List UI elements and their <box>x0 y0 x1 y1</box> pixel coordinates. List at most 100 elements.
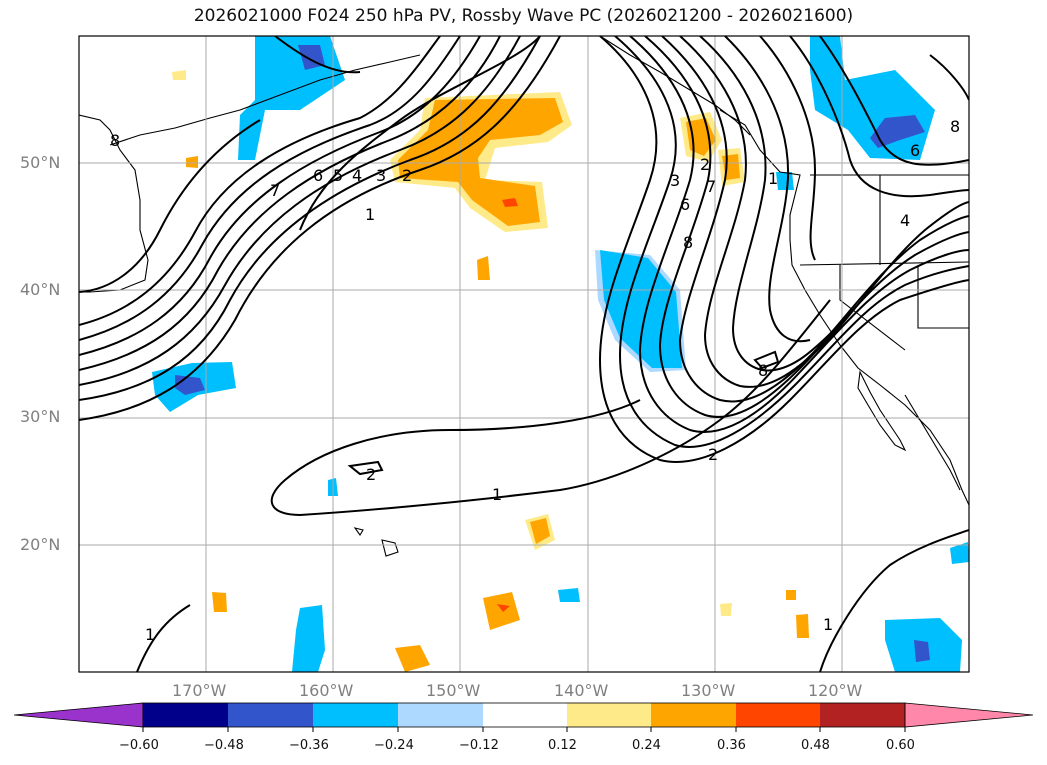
colorbar-tick-label: 0.36 <box>717 738 746 753</box>
contour-wide-trough-1 <box>79 36 561 421</box>
contour-ridge-5 <box>661 36 969 403</box>
us-border <box>799 261 969 266</box>
positive-anomaly-small-1 <box>477 256 490 280</box>
contour-closed-2 <box>347 460 384 476</box>
graticule <box>79 36 969 672</box>
contour-ridge-9 <box>759 36 817 261</box>
negative-anomaly-offshore-core <box>600 250 682 368</box>
colorbar-tick-label: 0.24 <box>632 738 661 753</box>
contour-1-low <box>270 299 831 517</box>
contour-wide-trough-7 <box>79 36 441 326</box>
colorbar-tick-label: 0.60 <box>886 738 915 753</box>
lon-label-150w: 150°W <box>426 681 481 700</box>
colorbar-tick-label: −0.60 <box>119 738 159 753</box>
colorbar-bin <box>483 703 567 727</box>
lon-label-160w: 160°W <box>299 681 354 700</box>
colorbar <box>13 702 1034 732</box>
colorbar-bin <box>820 703 905 727</box>
positive-anomaly-small-10 <box>720 603 732 616</box>
lat-label-50n: 50°N <box>20 153 61 172</box>
colorbar-tick-label: −0.24 <box>374 738 414 753</box>
contour-wide-trough-8 <box>79 119 261 293</box>
contour-label: 8 <box>110 131 120 150</box>
positive-anomaly-small-3 <box>483 592 520 630</box>
contour-ridge-7 <box>699 36 837 372</box>
contour-label: 4 <box>352 166 362 185</box>
contour-closed-1 <box>753 350 780 370</box>
alaska-coast <box>599 36 751 136</box>
colorbar-bin <box>736 703 820 727</box>
state-line-2 <box>917 265 969 329</box>
positive-anomaly-small-2-core <box>530 518 550 544</box>
contour-ne-top <box>929 54 969 101</box>
positive-anomaly-small-5 <box>212 592 227 612</box>
colorbar-extend-left <box>13 702 144 728</box>
contour-label: 6 <box>313 166 323 185</box>
colorbar-bin <box>398 703 483 727</box>
hawaii-2 <box>353 527 364 537</box>
contour-1-subtropical <box>299 36 541 231</box>
colorbar-extend-right <box>904 702 1034 728</box>
contour-ridge-10 <box>789 36 969 198</box>
contour-label: 7 <box>270 181 280 200</box>
contour-label: 1 <box>823 615 833 634</box>
west-coast-north-america <box>719 109 969 506</box>
colorbar-tick-label: −0.12 <box>459 738 499 753</box>
lon-label-140w: 140°W <box>554 681 609 700</box>
hawaii-1 <box>381 539 399 557</box>
contour-ridge-6 <box>679 36 969 388</box>
positive-anomaly-small-3-max <box>497 604 510 612</box>
contour-1-bottom-left <box>136 604 191 672</box>
pv-contours <box>79 36 969 672</box>
contour-wide-trough-2 <box>79 36 541 401</box>
contour-label: 3 <box>376 166 386 185</box>
contour-wide-trough-3 <box>79 36 521 386</box>
colorbar-tick-label: −0.48 <box>204 738 244 753</box>
positive-anomaly-small-7 <box>186 156 198 168</box>
contour-ridge-4 <box>644 36 969 418</box>
contour-label: 5 <box>333 166 343 185</box>
mexico-coast <box>904 394 961 491</box>
colorbar-frame <box>142 702 906 728</box>
negative-anomaly-se-core <box>914 640 930 662</box>
contour-label: 8 <box>683 233 693 252</box>
positive-anomaly-small-8 <box>172 70 186 80</box>
contour-label: 7 <box>706 177 716 196</box>
lat-label-20n: 20°N <box>20 535 61 554</box>
colorbar-tick-label: −0.36 <box>289 738 329 753</box>
lon-label-130w: 130°W <box>681 681 736 700</box>
plot-frame <box>78 35 970 673</box>
map-title: 2026021000 F024 250 hPa PV, Rossby Wave … <box>193 6 854 26</box>
contour-ridge-3 <box>629 36 969 433</box>
contour-wide-trough-6 <box>79 36 461 341</box>
contour-ridge-11 <box>819 36 969 166</box>
contour-label: 2 <box>366 465 376 484</box>
colorbar-bin <box>651 703 736 727</box>
contour-1-bottom-right <box>819 529 969 672</box>
positive-anomaly-small-4 <box>395 645 430 672</box>
contour-ridge-8 <box>724 36 811 343</box>
contour-label: 1 <box>768 169 778 188</box>
lat-label-30n: 30°N <box>20 407 61 426</box>
aleutian-chain <box>109 54 421 146</box>
lon-label-120w: 120°W <box>808 681 863 700</box>
contour-label: 8 <box>758 361 768 380</box>
negative-anomaly-ne-core <box>870 115 925 148</box>
colorbar-bin <box>143 703 228 727</box>
colorbar-bin <box>313 703 398 727</box>
contour-labels: 1 2 3 4 5 6 7 8 1 2 3 6 7 8 8 2 1 2 1 1 … <box>110 117 960 644</box>
contour-label: 1 <box>145 625 155 644</box>
baja-california <box>857 370 907 452</box>
contour-ridge-1 <box>598 36 969 463</box>
contour-label: 1 <box>365 205 375 224</box>
contour-ridge-2 <box>614 36 969 448</box>
contour-label: 8 <box>950 117 960 136</box>
positive-anomaly-small-6 <box>796 614 809 638</box>
contour-label: 3 <box>670 171 680 190</box>
contour-wide-trough-5 <box>79 36 481 356</box>
negative-anomaly-small-1 <box>558 588 580 602</box>
negative-anomaly-s <box>292 605 325 672</box>
lat-label-40n: 40°N <box>20 280 61 299</box>
positive-anomaly-small-9 <box>786 590 796 600</box>
